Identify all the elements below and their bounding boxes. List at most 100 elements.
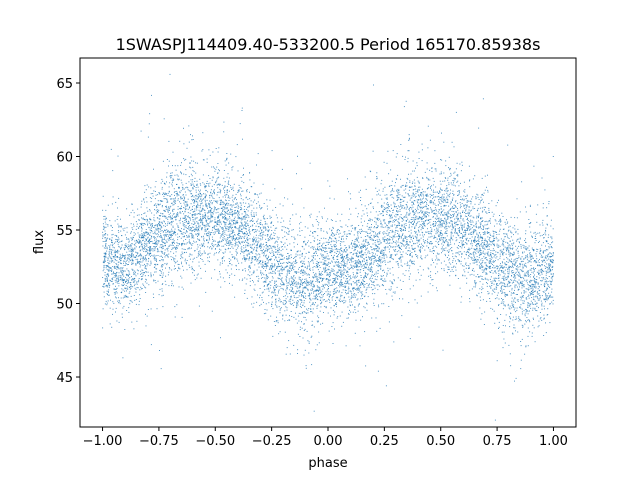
data-point [208,236,210,238]
data-point [392,299,394,301]
data-point [501,250,503,252]
data-point [168,222,170,224]
data-point [331,248,333,250]
data-point [418,181,420,183]
data-point [459,163,461,165]
data-point [542,251,544,253]
data-point [349,261,351,263]
data-point [437,271,439,273]
data-point [399,248,401,250]
data-point [523,285,525,287]
data-point [230,204,232,206]
data-point [350,311,352,313]
data-point [126,237,127,239]
data-point [107,234,109,236]
data-point [478,261,480,263]
data-point [487,291,489,292]
data-point [119,253,121,255]
data-point [268,260,269,262]
data-point [459,237,461,238]
data-point [399,194,401,196]
data-point [297,315,299,317]
data-point [364,267,366,269]
data-point [422,224,424,226]
data-point [408,134,410,136]
data-point [311,320,313,322]
data-point [331,299,333,301]
data-point [491,257,493,259]
data-point [434,207,436,209]
data-point [455,274,457,276]
data-point [284,295,286,297]
data-point [354,228,356,230]
data-point [401,207,403,209]
data-point [364,286,366,288]
data-point [541,304,543,306]
data-point [231,246,233,248]
data-point [552,259,554,261]
data-point [156,224,158,226]
data-point [435,237,437,238]
data-point [378,193,379,195]
data-point [356,273,358,275]
data-point [378,261,380,262]
data-point [234,197,236,198]
data-point [462,234,464,236]
data-point [487,246,488,248]
data-point [354,247,356,249]
data-point [368,284,370,286]
data-point [509,305,511,307]
data-point [231,209,233,210]
data-point [317,246,319,248]
data-point [527,257,529,259]
data-point [139,246,141,248]
data-point [395,243,397,245]
data-point [245,211,246,213]
data-point [414,182,416,184]
data-point [350,296,352,298]
data-point [375,317,377,319]
data-point [154,186,156,188]
data-point [273,245,275,247]
data-point [158,192,160,194]
data-point [511,248,513,250]
data-point [308,352,310,354]
data-point [466,216,468,217]
data-point [550,270,552,272]
data-point [109,260,111,262]
data-point [445,228,447,230]
data-point [118,302,119,304]
data-point [139,253,141,255]
data-point [329,272,331,273]
data-point [445,190,447,192]
chart-title: 1SWASPJ114409.40-533200.5 Period 165170.… [116,35,541,54]
data-point [433,191,435,193]
data-point [443,268,445,270]
data-point [112,170,114,172]
data-point [246,250,248,252]
data-point [473,248,475,250]
data-point [514,217,516,219]
data-point [380,223,382,225]
data-point [480,223,482,225]
data-point [384,232,386,234]
data-point [206,221,207,223]
data-point [354,227,356,229]
data-point [391,214,393,216]
data-point [463,244,465,245]
data-point [282,205,284,207]
data-point [503,275,505,277]
data-point [191,175,193,177]
data-point [251,261,253,263]
data-point [376,217,378,219]
data-point [505,248,507,250]
data-point [415,219,417,221]
data-point [228,203,230,205]
data-point [536,279,538,281]
data-point [479,296,481,298]
data-point [486,278,488,280]
data-point [439,233,441,235]
data-point [446,188,448,190]
data-point [314,237,316,239]
data-point [212,232,214,234]
